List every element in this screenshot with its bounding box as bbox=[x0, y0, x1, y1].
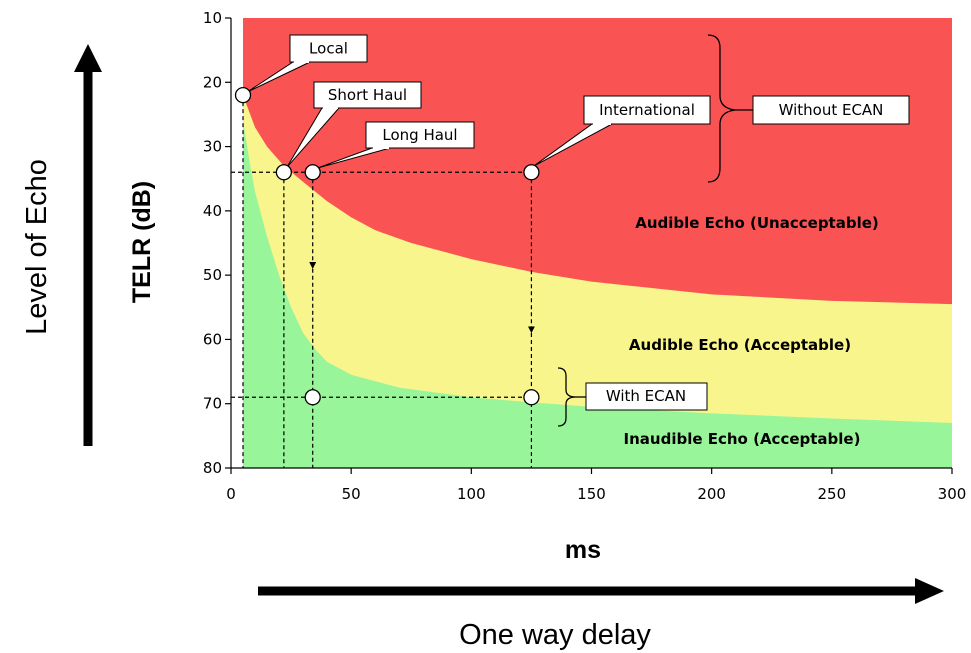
x-tick-label: 100 bbox=[457, 485, 486, 503]
data-point-5 bbox=[523, 389, 540, 406]
data-point-4 bbox=[304, 389, 321, 406]
x-tick-label: 0 bbox=[226, 485, 236, 503]
data-point-3 bbox=[523, 164, 540, 181]
guide-lines bbox=[231, 95, 535, 468]
axes: 10 20 30 40 50 60 70 800 50 100 150 200 250 300 bbox=[203, 9, 966, 503]
level-arrow-head bbox=[74, 44, 102, 72]
y-axis-title: TELR (dB) bbox=[128, 181, 156, 303]
callout-local-label: Local bbox=[309, 40, 348, 58]
with-ecan-box bbox=[585, 382, 708, 411]
data-points bbox=[234, 86, 540, 406]
callout-long-haul-label: Long Haul bbox=[382, 126, 457, 144]
region-labels: Audible Echo (Unacceptable) Audible Echo … bbox=[624, 214, 879, 448]
y-tick-label: 40 bbox=[203, 202, 222, 220]
y-tick-label: 70 bbox=[203, 395, 222, 413]
y-tick-label: 30 bbox=[203, 138, 222, 156]
callouts: Local Short Haul Long Haul International Wit… bbox=[246, 34, 910, 427]
without-ecan-label: Without ECAN bbox=[779, 101, 884, 119]
callout-international-box bbox=[583, 95, 711, 125]
data-point-1 bbox=[275, 164, 293, 181]
callout-short-haul-label: Short Haul bbox=[328, 86, 407, 104]
data-point-0 bbox=[234, 86, 252, 104]
y-tick-label: 10 bbox=[203, 9, 222, 27]
x-tick-label: 50 bbox=[342, 485, 361, 503]
y-tick-label: 60 bbox=[203, 330, 222, 348]
x-tick-label: 300 bbox=[938, 485, 967, 503]
x-tick-label: 250 bbox=[818, 485, 847, 503]
one-way-delay-label: One way delay bbox=[459, 619, 651, 651]
region-label-1: Audible Echo (Acceptable) bbox=[629, 336, 851, 354]
x-tick-label: 200 bbox=[697, 485, 726, 503]
level-of-echo-label: Level of Echo bbox=[21, 159, 53, 335]
x-axis-title: ms bbox=[565, 536, 601, 564]
y-tick-label: 20 bbox=[203, 73, 222, 91]
with-ecan-label: With ECAN bbox=[606, 387, 686, 405]
callout-international-label: International bbox=[599, 101, 695, 119]
y-tick-label: 50 bbox=[203, 266, 222, 284]
y-tick-label: 80 bbox=[203, 459, 222, 477]
callout-local-box bbox=[289, 34, 368, 63]
delay-arrow-head bbox=[915, 578, 944, 604]
region-label-2: Inaudible Echo (Acceptable) bbox=[624, 430, 861, 448]
region-label-0: Audible Echo (Unacceptable) bbox=[635, 214, 879, 232]
without-ecan-box bbox=[752, 95, 910, 125]
data-point-2 bbox=[304, 164, 321, 181]
x-tick-label: 150 bbox=[577, 485, 606, 503]
callout-long-haul-box bbox=[365, 121, 475, 149]
callout-short-haul-box bbox=[313, 81, 422, 109]
